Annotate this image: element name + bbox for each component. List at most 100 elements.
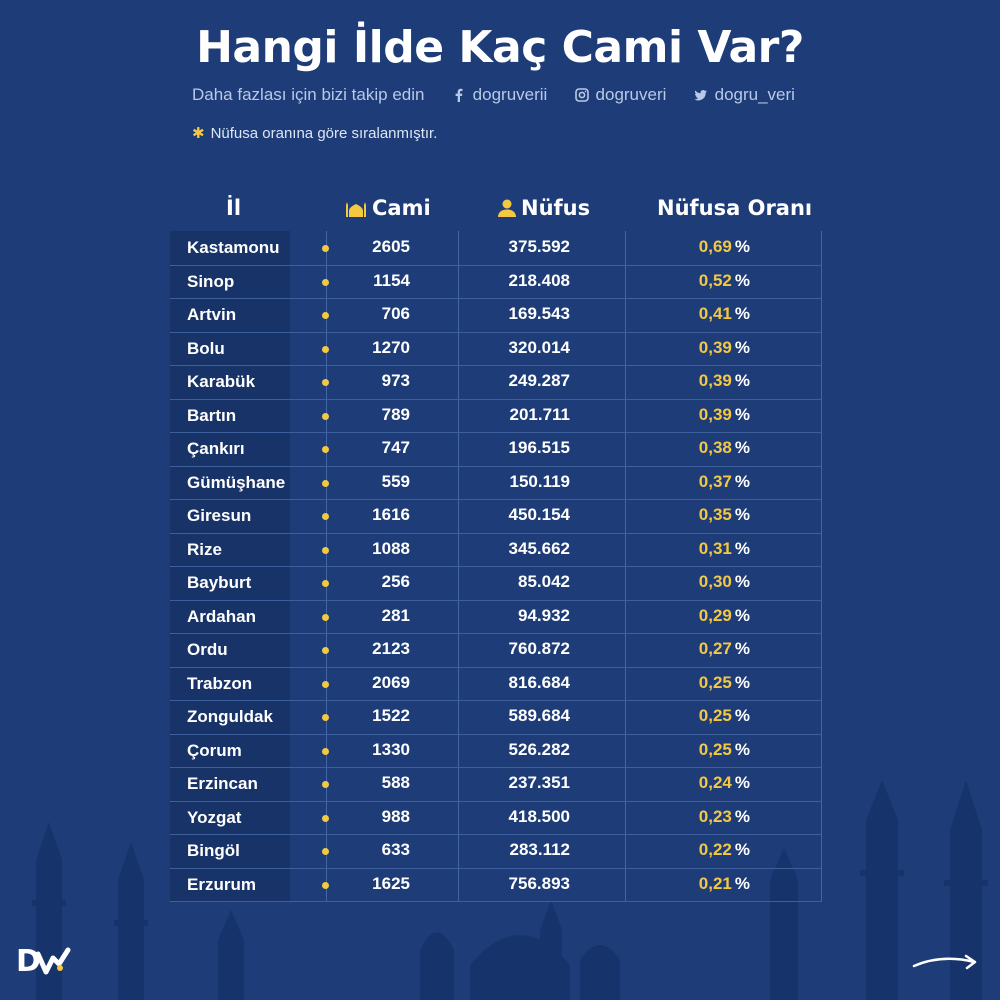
cell-il: Çankırı xyxy=(187,439,245,458)
percent-sign: % xyxy=(734,706,750,725)
column-divider xyxy=(821,231,822,901)
cell-cami: 973 xyxy=(381,371,410,390)
cell-nufus: 249.287 xyxy=(508,371,570,390)
timeline-dot xyxy=(322,312,329,319)
asterisk-icon: ✱ xyxy=(192,125,205,142)
cell-cami: 1088 xyxy=(372,538,410,558)
cell-il: Bartın xyxy=(187,405,237,425)
cell-cami: 2069 xyxy=(372,672,410,692)
oran-value: 0,21 xyxy=(698,873,732,893)
column-divider xyxy=(625,231,626,901)
percent-sign: % xyxy=(734,773,750,792)
timeline-dot xyxy=(322,345,329,353)
timeline-dot xyxy=(322,747,329,755)
cell-oran: 0,39% xyxy=(680,371,750,391)
table-row: Zonguldak 1522 589.684 0,25% xyxy=(170,700,822,735)
arrow-right-icon[interactable] xyxy=(912,950,980,974)
cell-nufus: 418.500 xyxy=(508,806,570,826)
cell-il: Sinop xyxy=(187,271,235,291)
oran-value: 0,29 xyxy=(698,605,732,625)
cell-oran: 0,29% xyxy=(680,606,750,626)
table-row: Sinop 1154 218.408 0,52% xyxy=(170,265,822,299)
table-row: Gümüşhane 559 150.119 0,37% xyxy=(170,466,822,500)
instagram-icon xyxy=(574,87,589,102)
table-row: Bartın 789 201.711 0,39% xyxy=(170,399,822,433)
oran-value: 0,23 xyxy=(698,806,732,826)
oran-value: 0,25 xyxy=(698,706,732,725)
table-row: Erzincan 588 237.351 0,24% xyxy=(170,767,822,802)
cell-nufus: 94.932 xyxy=(518,605,570,625)
oran-value: 0,39 xyxy=(698,404,732,424)
oran-value: 0,35 xyxy=(698,505,732,524)
oran-value: 0,31 xyxy=(698,538,732,558)
table-row: Kastamonu 2605 375.592 0,69% xyxy=(170,231,822,266)
social-bar: Daha fazlası için bizi takip edin dogruv… xyxy=(192,84,795,105)
header-nufus-label: Nüfus xyxy=(521,196,591,220)
timeline-dot xyxy=(322,613,329,621)
cell-nufus: 237.351 xyxy=(508,773,570,792)
percent-sign: % xyxy=(734,337,750,357)
cell-oran: 0,35% xyxy=(680,505,750,525)
cell-cami: 747 xyxy=(381,438,410,457)
percent-sign: % xyxy=(734,471,750,491)
cell-nufus: 85.042 xyxy=(518,572,570,591)
cell-cami: 588 xyxy=(381,773,410,792)
page-title: Hangi İlde Kaç Cami Var? xyxy=(196,22,804,73)
cell-cami: 1330 xyxy=(372,739,410,759)
cell-oran: 0,52% xyxy=(680,271,750,291)
cell-il: Rize xyxy=(187,539,222,559)
cell-oran: 0,27% xyxy=(680,639,750,659)
instagram-handle[interactable]: dogruveri xyxy=(595,84,667,104)
percent-sign: % xyxy=(734,572,750,591)
header-oran: Nüfusa Oranı xyxy=(657,196,813,220)
cell-il: Artvin xyxy=(187,305,237,324)
cell-cami: 281 xyxy=(381,605,410,625)
percent-sign: % xyxy=(734,404,750,424)
cell-nufus: 218.408 xyxy=(508,270,570,290)
cell-nufus: 375.592 xyxy=(508,237,570,256)
percent-sign: % xyxy=(734,806,750,826)
percent-sign: % xyxy=(734,505,750,524)
cell-nufus: 196.515 xyxy=(508,438,570,457)
facebook-handle[interactable]: dogruverii xyxy=(472,84,548,104)
cell-oran: 0,31% xyxy=(680,539,750,559)
cell-oran: 0,38% xyxy=(680,438,750,458)
oran-value: 0,39 xyxy=(698,371,732,390)
cell-nufus: 320.014 xyxy=(508,337,570,357)
cell-oran: 0,41% xyxy=(680,304,750,324)
oran-value: 0,24 xyxy=(698,773,732,792)
cell-nufus: 589.684 xyxy=(508,706,570,725)
table-row: Erzurum 1625 756.893 0,21% xyxy=(170,868,822,902)
cell-nufus: 816.684 xyxy=(508,672,570,692)
person-icon xyxy=(498,199,516,217)
timeline-dot xyxy=(322,278,329,286)
table-row: Bolu 1270 320.014 0,39% xyxy=(170,332,822,366)
timeline-dot xyxy=(322,479,329,487)
header-cami: Cami xyxy=(344,196,431,220)
table-row: Çorum 1330 526.282 0,25% xyxy=(170,734,822,768)
oran-value: 0,52 xyxy=(698,270,732,290)
cell-cami: 706 xyxy=(381,304,410,323)
cell-oran: 0,25% xyxy=(680,706,750,726)
cell-nufus: 756.893 xyxy=(508,873,570,893)
cell-nufus: 283.112 xyxy=(509,840,570,859)
cell-il: Gümüşhane xyxy=(187,472,286,492)
cell-cami: 633 xyxy=(381,840,410,859)
header-cami-label: Cami xyxy=(372,196,431,220)
facebook-icon xyxy=(455,88,463,102)
table-row: Yozgat 988 418.500 0,23% xyxy=(170,801,822,835)
cell-oran: 0,24% xyxy=(680,773,750,793)
cell-il: Bolu xyxy=(187,338,225,358)
oran-value: 0,22 xyxy=(698,840,732,859)
cell-cami: 1616 xyxy=(372,505,410,524)
table-row: Bayburt 256 85.042 0,30% xyxy=(170,566,822,601)
twitter-handle[interactable]: dogru_veri xyxy=(714,84,795,104)
cell-cami: 988 xyxy=(381,806,410,826)
percent-sign: % xyxy=(734,237,750,256)
oran-value: 0,25 xyxy=(698,739,732,759)
cell-il: Bayburt xyxy=(187,573,252,592)
cell-nufus: 150.119 xyxy=(509,471,570,491)
percent-sign: % xyxy=(734,538,750,558)
cell-oran: 0,30% xyxy=(680,572,750,592)
cell-oran: 0,25% xyxy=(680,740,750,760)
